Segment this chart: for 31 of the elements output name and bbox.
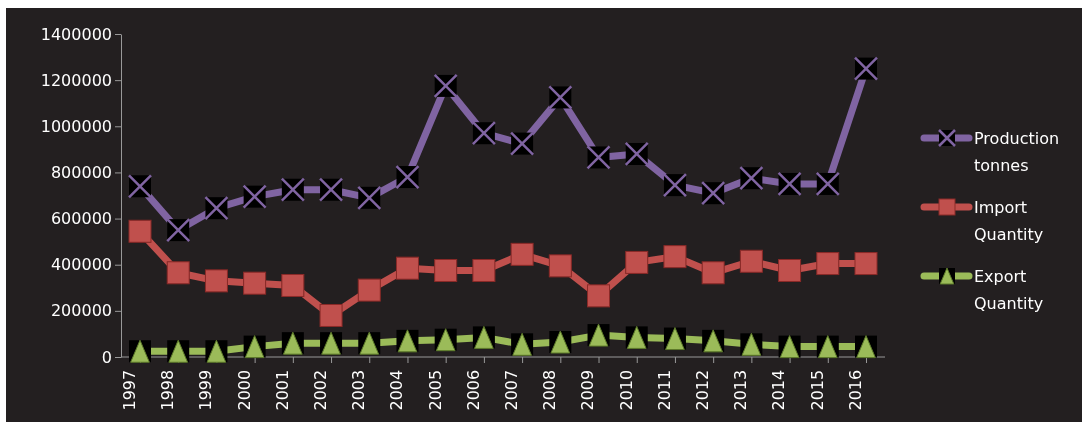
x-tick-label: 2002 <box>310 369 330 411</box>
x-tick-label: 1997 <box>119 369 139 411</box>
y-tick-label: 0 <box>101 347 112 367</box>
legend-label: Export Quantity <box>974 267 1044 314</box>
y-tick-label: 600000 <box>50 209 112 229</box>
x-tick-label: 2013 <box>731 369 751 411</box>
legend-label: Production tonnes <box>974 129 1060 176</box>
y-tick-label: 200000 <box>50 301 112 321</box>
y-tick-label: 800000 <box>50 163 112 183</box>
legend-label: Import Quantity <box>974 198 1044 245</box>
x-tick-label: 2011 <box>654 369 674 411</box>
x-tick-label: 2016 <box>845 369 865 411</box>
x-tick-label: 2014 <box>769 369 789 411</box>
x-tick-label: 2003 <box>349 369 369 411</box>
x-tick-label: 2001 <box>272 369 292 411</box>
x-tick-label: 2004 <box>387 369 407 411</box>
x-tick-label: 1999 <box>196 369 216 411</box>
y-tick-label: 400000 <box>50 255 112 275</box>
x-tick-label: 2012 <box>693 369 713 411</box>
x-tick-label: 2010 <box>616 369 636 411</box>
y-tick-label: 1000000 <box>40 116 112 136</box>
y-tick-label: 1200000 <box>40 70 112 90</box>
x-tick-label: 2005 <box>425 369 445 411</box>
x-tick-label: 2006 <box>463 369 483 411</box>
x-tick-label: 2015 <box>807 369 827 411</box>
x-tick-label: 2007 <box>502 369 522 411</box>
x-tick-label: 2008 <box>540 369 560 411</box>
x-tick-label: 1998 <box>158 369 178 411</box>
x-tick-label: 2009 <box>578 369 598 411</box>
x-tick-label: 2000 <box>234 369 254 411</box>
y-tick-label: 1400000 <box>40 24 112 44</box>
